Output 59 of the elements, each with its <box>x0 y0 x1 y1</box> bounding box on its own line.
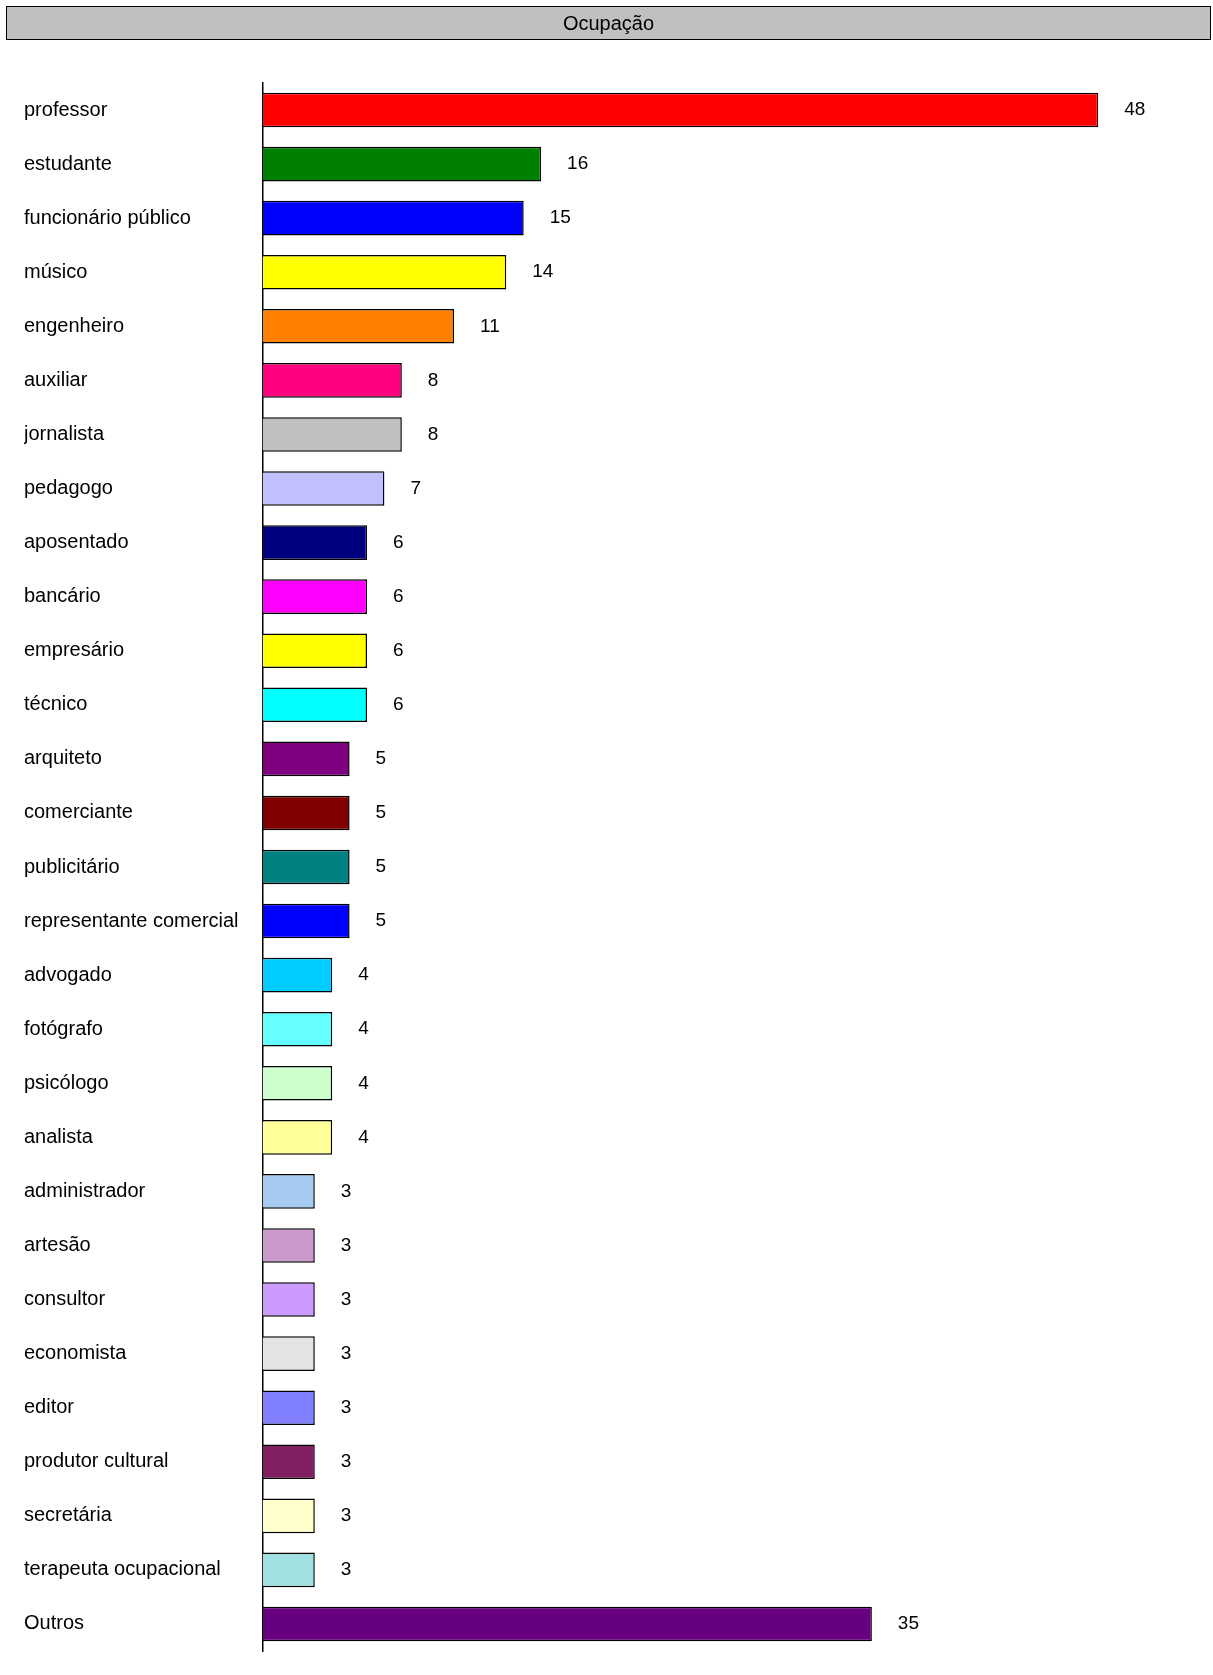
y-tick-label: psicólogo <box>24 1070 109 1093</box>
data-label: 35 <box>897 1612 920 1634</box>
y-tick-label: comerciante <box>24 800 133 823</box>
y-tick-label: representante comercial <box>24 908 239 931</box>
data-label: 4 <box>358 1071 370 1093</box>
data-label: 6 <box>393 693 404 715</box>
data-label: 4 <box>358 963 370 985</box>
data-label: 14 <box>532 260 554 282</box>
data-label: 16 <box>567 152 589 174</box>
y-tick-label: secretária <box>24 1503 113 1526</box>
data-label: 15 <box>549 206 571 228</box>
data-label: 6 <box>393 638 404 660</box>
data-label: 3 <box>340 1449 352 1471</box>
y-tick-label: analista <box>24 1124 94 1147</box>
y-tick-label: aposentado <box>24 530 129 553</box>
data-label: 3 <box>340 1341 352 1363</box>
data-label: 5 <box>375 855 387 877</box>
data-label: 7 <box>410 476 421 498</box>
y-tick-label: bancário <box>24 584 101 607</box>
data-label: 3 <box>340 1233 352 1255</box>
data-label: 6 <box>393 530 404 552</box>
data-label: 11 <box>480 314 500 336</box>
data-label: 5 <box>375 801 387 823</box>
data-label: 8 <box>427 368 439 390</box>
chart-title: Ocupação <box>6 6 1211 40</box>
y-tick-label: artesão <box>24 1233 91 1255</box>
y-tick-label: técnico <box>24 692 88 715</box>
data-label: 4 <box>358 1125 370 1147</box>
data-label: 3 <box>340 1287 352 1309</box>
y-tick-label: advogado <box>24 962 112 985</box>
y-tick-label: economista <box>24 1341 128 1364</box>
y-tick-label: jornalista <box>23 421 105 444</box>
y-tick-label: professor <box>24 97 108 120</box>
y-tick-label: Outros <box>24 1611 85 1634</box>
data-label: 4 <box>358 1017 370 1039</box>
data-label: 6 <box>393 584 404 606</box>
y-tick-label: terapeuta ocupacional <box>24 1557 221 1580</box>
data-label: 3 <box>340 1558 352 1580</box>
data-label: 8 <box>427 422 439 444</box>
data-label: 3 <box>340 1395 352 1417</box>
y-tick-label: arquiteto <box>24 746 102 769</box>
y-tick-label: empresário <box>24 638 125 661</box>
data-label: 3 <box>340 1179 352 1201</box>
data-label: 5 <box>375 747 387 769</box>
y-tick-label: fotógrafo <box>24 1016 103 1039</box>
y-tick-label: estudante <box>24 151 112 174</box>
y-tick-label: auxiliar <box>24 367 88 390</box>
y-tick-label: pedagogo <box>24 476 113 499</box>
y-tick-label: editor <box>24 1395 75 1418</box>
y-tick-label: músico <box>24 259 88 282</box>
y-tick-label: publicitário <box>24 854 120 877</box>
data-label: 3 <box>340 1504 352 1526</box>
data-label: 5 <box>375 909 387 931</box>
y-tick-label: administrador <box>24 1178 146 1201</box>
data-label: 48 <box>1124 98 1146 120</box>
y-tick-label: produtor cultural <box>24 1449 169 1472</box>
y-tick-label: funcionário público <box>24 205 191 228</box>
y-tick-label: consultor <box>24 1287 106 1310</box>
y-tick-label: engenheiro <box>24 313 125 336</box>
